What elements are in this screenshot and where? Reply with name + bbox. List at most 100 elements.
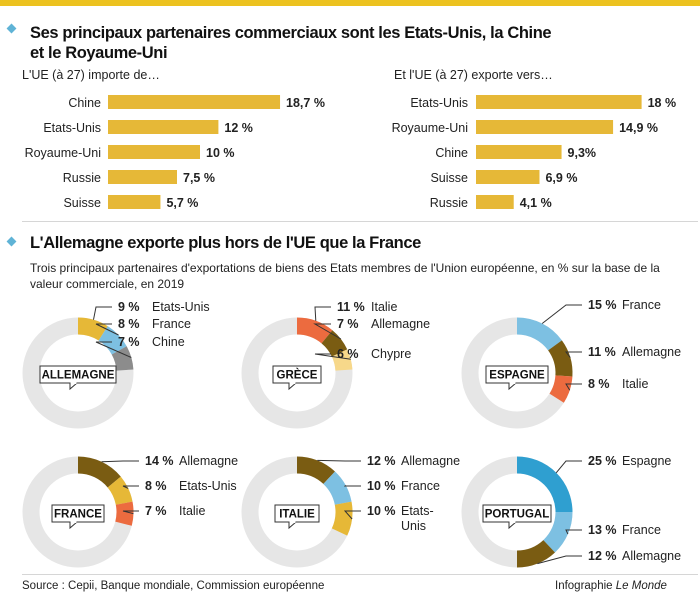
bar-value-label: 5,7 %: [166, 196, 198, 210]
slice-percent-label: 10 %: [367, 479, 396, 493]
badge-tail-mask: [509, 521, 516, 523]
donut-slice: [323, 471, 352, 506]
bar: [108, 120, 219, 134]
badge-tail-mask: [70, 382, 77, 384]
top-accent-bar: [0, 0, 700, 6]
slice-percent-label: 7 %: [118, 335, 140, 349]
bar-value-label: 18 %: [648, 96, 677, 110]
bar-category-label: Russie: [63, 171, 101, 185]
section-title-1: Ses principaux partenaires commerciaux s…: [30, 23, 552, 63]
bar-category-label: Russie: [430, 196, 468, 210]
slice-percent-label: 11 %: [588, 345, 616, 359]
bar-category-label: Suisse: [430, 171, 468, 185]
donut-chart: 15 % France 11 % Allemagne 8 % Italie ESPAGNE: [461, 298, 681, 429]
import-chart-label: L'UE (à 27) importe de…: [22, 68, 160, 82]
export-chart-label: Et l'UE (à 27) exporte vers…: [394, 68, 553, 82]
badge-tail: [69, 521, 78, 530]
leader-line: [101, 460, 139, 463]
slice-percent-label: 8 %: [145, 479, 167, 493]
country-badge: [274, 504, 320, 523]
slice-partner-label: Unis: [401, 519, 426, 533]
slice-percent-label: 13 %: [588, 523, 617, 537]
leader-line: [565, 383, 582, 391]
bar-value-label: 7,5 %: [183, 171, 215, 185]
donut-slice: [516, 539, 555, 568]
bar: [476, 195, 514, 209]
source-note: Source : Cepii, Banque mondiale, Commiss…: [22, 580, 325, 592]
slice-percent-label: 15 %: [588, 298, 617, 312]
slice-partner-label: Allemagne: [401, 454, 460, 468]
donut-slice: [543, 511, 573, 553]
bar: [108, 95, 281, 109]
slice-partner-label: Italie: [371, 300, 397, 314]
donut-slice: [77, 317, 108, 341]
donut-chart: 11 % Italie 7 % Allemagne 6 % Chypre GRÈCE: [241, 300, 430, 429]
country-badge: [482, 504, 552, 523]
country-label: GRÈCE: [277, 369, 318, 382]
donut-slice: [549, 375, 573, 403]
country-label: ALLEMAGNE: [42, 370, 115, 382]
bar-category-label: Suisse: [63, 196, 101, 210]
donut-slice: [107, 476, 133, 506]
credit-prefix: Infographie: [555, 580, 616, 592]
bar-category-label: Chine: [435, 146, 468, 160]
slice-partner-label: Allemagne: [622, 549, 681, 563]
country-label: ITALIE: [279, 509, 315, 521]
slice-partner-label: Etats-: [401, 504, 434, 518]
leader-line: [95, 323, 119, 336]
bar-value-label: 6,9 %: [545, 171, 577, 185]
bar-value-label: 9,3%: [568, 146, 597, 160]
country-badge: [51, 504, 105, 523]
bar-category-label: Chine: [68, 96, 101, 110]
bar-value-label: 10 %: [206, 146, 235, 160]
leader-line: [343, 510, 361, 520]
badge-tail: [69, 382, 78, 391]
leader-line: [314, 306, 331, 321]
slice-partner-label: France: [152, 317, 191, 331]
slice-partner-label: Chine: [152, 335, 185, 349]
donut-slice: [115, 501, 134, 526]
slice-percent-label: 12 %: [588, 549, 617, 563]
country-label: ESPAGNE: [489, 370, 545, 382]
slice-percent-label: 8 %: [118, 317, 140, 331]
country-label: FRANCE: [54, 509, 102, 521]
donut-slice: [98, 326, 127, 355]
donut-slice: [321, 330, 348, 358]
bar-charts: Chine 18,7 % Etats-Unis 12 % Royaume-Uni 10 %…: [25, 95, 677, 210]
country-label: PORTUGAL: [485, 509, 550, 521]
leader-line: [343, 484, 361, 487]
donut-chart: 9 % Etats-Unis 8 % France 7 % Chine ALLEMAGNE: [22, 300, 210, 429]
slice-partner-label: France: [622, 298, 661, 312]
section-title-1-line1: Ses principaux partenaires commerciaux s…: [30, 24, 552, 42]
leader-line: [122, 510, 139, 515]
donut-slice: [516, 317, 562, 351]
credit: Infographie Le Monde: [555, 580, 667, 592]
slice-percent-label: 14 %: [145, 454, 174, 468]
badge-tail-mask: [289, 521, 296, 523]
slice-percent-label: 7 %: [145, 504, 167, 518]
donut-slice: [296, 317, 333, 344]
badge-tail-mask: [289, 382, 296, 384]
section-divider: [22, 221, 698, 222]
country-badge: [272, 365, 322, 384]
section-subtitle: Trois principaux partenaires d'exportati…: [30, 261, 660, 291]
bar-category-label: Etats-Unis: [410, 96, 468, 110]
donut-slice: [547, 340, 573, 377]
badge-tail-mask: [70, 521, 77, 523]
slice-partner-label: Italie: [179, 504, 205, 518]
donut-chart: 14 % Allemagne 8 % Etats-Unis 7 % Italie FRANC…: [22, 454, 238, 568]
donut-slice: [331, 501, 353, 536]
bar: [476, 95, 642, 109]
credit-outlet: Le Monde: [615, 580, 667, 592]
slice-percent-label: 12 %: [367, 454, 396, 468]
leader-line: [93, 306, 112, 320]
slice-partner-label: Chypre: [371, 347, 411, 361]
badge-tail: [508, 521, 517, 530]
bar: [108, 145, 200, 159]
leader-line: [314, 353, 351, 360]
donut-slice: [516, 456, 573, 513]
leader-line: [541, 304, 582, 324]
slice-percent-label: 8 %: [588, 377, 610, 391]
leader-line: [95, 341, 132, 358]
